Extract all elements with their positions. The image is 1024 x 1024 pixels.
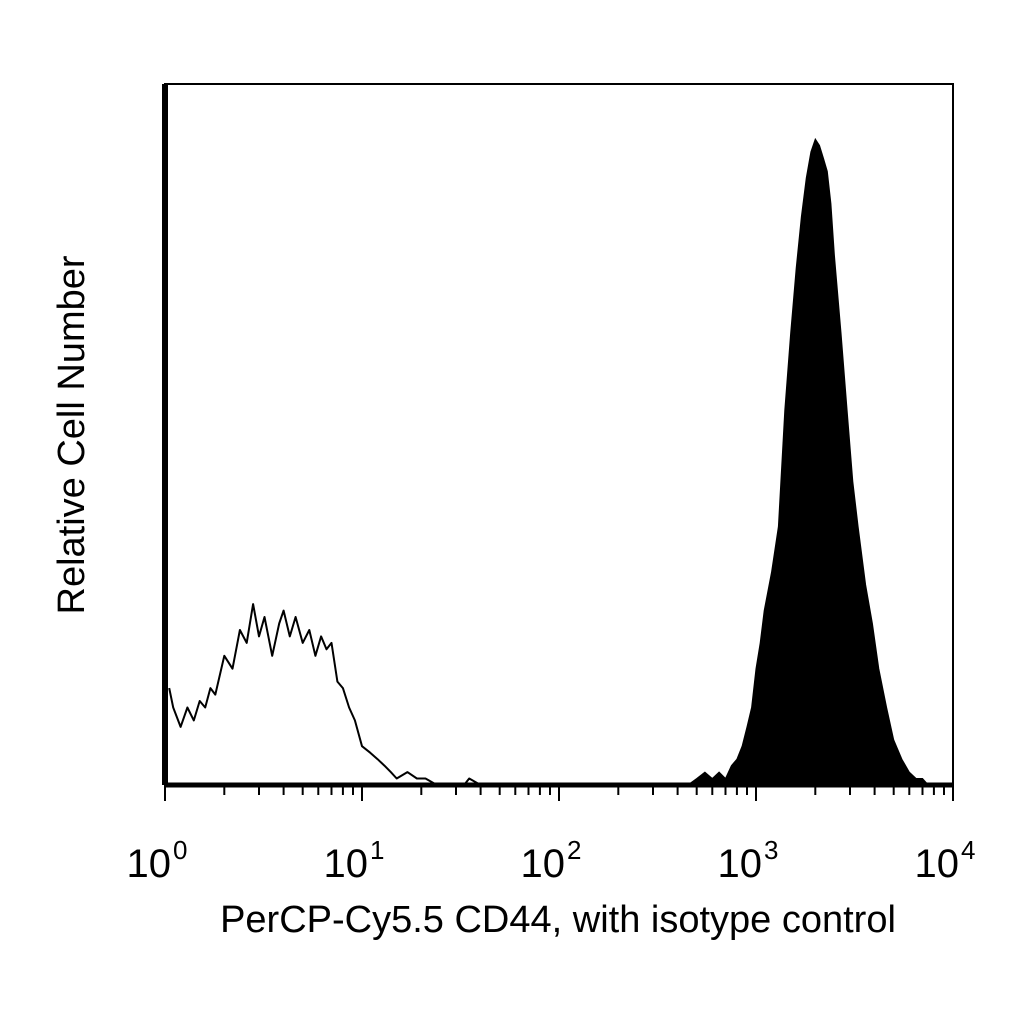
x-tick-label: 101 bbox=[324, 835, 385, 886]
stained-histogram-area bbox=[686, 137, 930, 786]
plot-area bbox=[162, 83, 954, 788]
y-axis-label: Relative Cell Number bbox=[51, 255, 93, 614]
x-tick-label: 102 bbox=[521, 835, 582, 886]
x-axis-ticks bbox=[164, 785, 954, 801]
x-tick-label: 104 bbox=[915, 835, 976, 886]
x-tick-label: 103 bbox=[718, 835, 779, 886]
isotype-control-histogram-line bbox=[168, 603, 482, 786]
x-axis-label: PerCP-Cy5.5 CD44, with isotype control bbox=[220, 899, 896, 941]
x-axis-tick-labels: 100 101 102 103 104 bbox=[127, 835, 976, 886]
x-tick-label: 100 bbox=[127, 835, 188, 886]
